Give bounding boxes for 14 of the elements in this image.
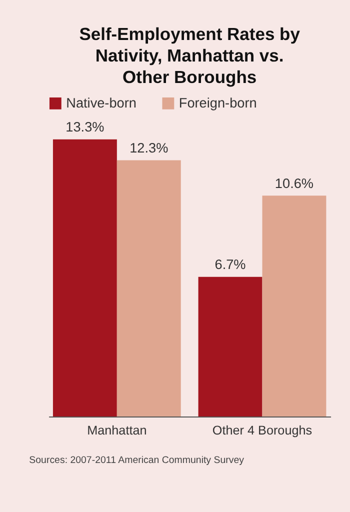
x-tick-label: Manhattan: [87, 423, 147, 438]
source-note: Sources: 2007-2011 American Community Survey: [29, 455, 244, 466]
chart-title: Self-Employment Rates by Nativity, Manhattan vs. Other Boroughs: [79, 24, 300, 87]
data-label: 6.7%: [214, 257, 246, 272]
x-tick-label: Other 4 Boroughs: [212, 423, 312, 438]
bar: [262, 196, 326, 416]
legend-label: Native-born: [66, 95, 136, 110]
data-label: 10.6%: [274, 176, 314, 191]
legend-label: Foreign-born: [178, 95, 257, 110]
data-label: 12.3%: [130, 140, 168, 156]
bar: [52, 139, 117, 416]
data-label: 13.3%: [66, 120, 104, 135]
bar: [198, 276, 262, 416]
bar: [116, 160, 181, 416]
